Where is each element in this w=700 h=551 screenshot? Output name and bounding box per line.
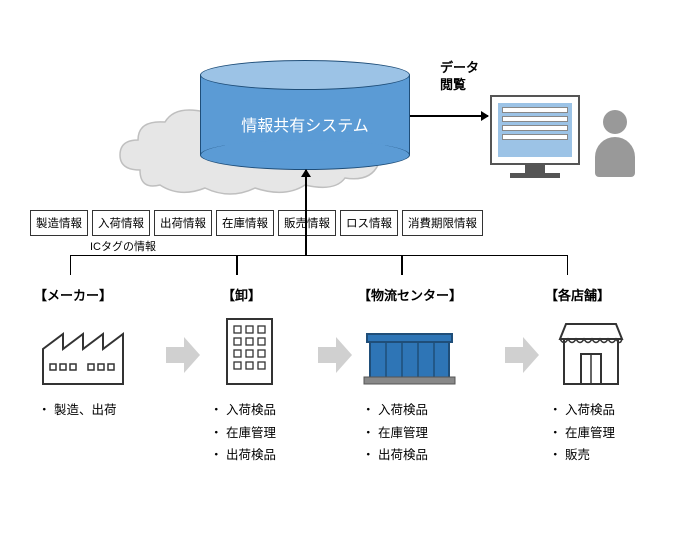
info-type-row: 製造情報 入荷情報 出荷情報 在庫情報 販売情報 ロス情報 消費期限情報 — [30, 210, 670, 236]
connector-bracket — [70, 255, 568, 275]
database-label: 情報共有システム — [200, 112, 410, 136]
warehouse-icon — [362, 314, 457, 389]
database-cylinder: 情報共有システム — [200, 60, 410, 170]
bullet: 出荷検品 — [210, 444, 322, 467]
bullet: 在庫管理 — [210, 422, 322, 445]
building-icon — [222, 314, 277, 389]
bullet: 入荷検品 — [210, 399, 322, 422]
bullet: 販売 — [549, 444, 666, 467]
stage-stores: 【各店舗】 入荷検品 在庫管理 販売 — [541, 285, 666, 467]
flow-arrow — [170, 335, 202, 380]
data-viewer: データ 閲覧 — [470, 60, 650, 190]
info-box: 製造情報 — [30, 210, 88, 236]
bullet: 在庫管理 — [549, 422, 666, 445]
bullet: 入荷検品 — [549, 399, 666, 422]
info-box: 消費期限情報 — [402, 210, 483, 236]
bullet: 在庫管理 — [362, 422, 509, 445]
stage-bullets: 入荷検品 在庫管理 出荷検品 — [202, 399, 322, 467]
stages-row: 【メーカー】 製造、出荷 【卸】 — [30, 285, 670, 467]
connector-db-to-monitor — [410, 115, 488, 117]
stage-title: 【物流センター】 — [354, 285, 509, 304]
store-icon — [556, 314, 626, 389]
stage-logistics: 【物流センター】 入荷検品 在庫管理 出荷検品 — [354, 285, 509, 467]
info-box: 販売情報 — [278, 210, 336, 236]
bullet: 入荷検品 — [362, 399, 509, 422]
ic-tag-label: ICタグの情報 — [90, 238, 156, 254]
diagram-canvas: 情報共有システム データ 閲覧 製造情報 入荷情報 出荷情報 在庫情報 販売情報 — [30, 30, 670, 521]
stage-bullets: 入荷検品 在庫管理 出荷検品 — [354, 399, 509, 467]
stage-maker: 【メーカー】 製造、出荷 — [30, 285, 170, 422]
stage-title: 【各店舗】 — [541, 285, 666, 304]
flow-arrow — [322, 335, 354, 380]
info-box: 入荷情報 — [92, 210, 150, 236]
flow-arrow — [509, 335, 541, 380]
connector-bracket-to-db — [305, 170, 307, 255]
bullet: 出荷検品 — [362, 444, 509, 467]
monitor-icon — [490, 95, 580, 165]
stage-title: 【卸】 — [202, 285, 322, 304]
info-box: ロス情報 — [340, 210, 398, 236]
stage-bullets: 製造、出荷 — [30, 399, 170, 422]
info-box: 出荷情報 — [154, 210, 212, 236]
bullet: 製造、出荷 — [38, 399, 170, 422]
stage-bullets: 入荷検品 在庫管理 販売 — [541, 399, 666, 467]
stage-wholesale: 【卸】 入荷検品 — [202, 285, 322, 467]
viewer-label: データ 閲覧 — [440, 60, 479, 94]
stage-title: 【メーカー】 — [30, 285, 170, 304]
info-box: 在庫情報 — [216, 210, 274, 236]
factory-icon — [38, 314, 133, 389]
person-icon — [590, 110, 640, 180]
